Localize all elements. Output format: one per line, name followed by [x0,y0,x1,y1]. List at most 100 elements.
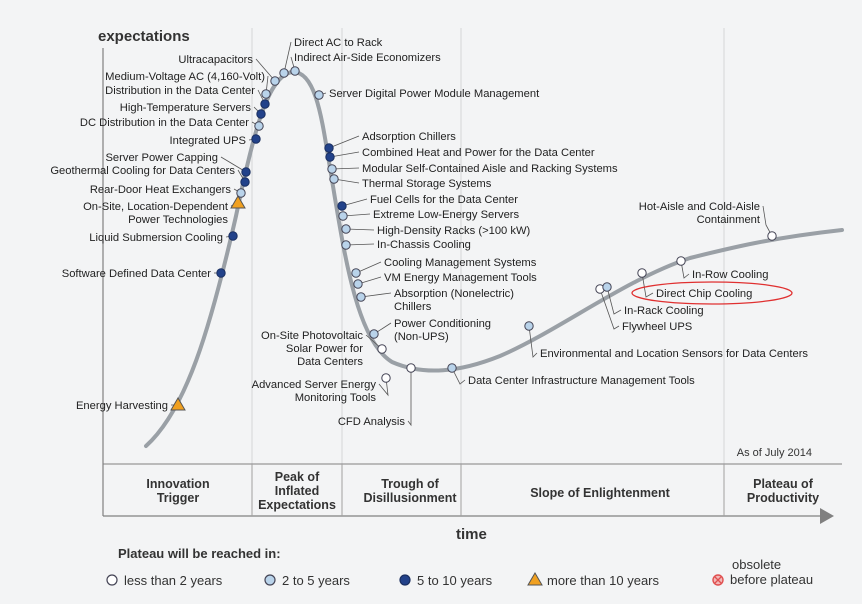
marker-cfd-analysis [406,363,416,373]
hype-curve-line [144,70,844,448]
marker-energy-harvesting [170,397,186,411]
marker-power-conditioning-non-ups [369,329,379,339]
legend: Plateau will be reached in: less than 2 y… [106,546,813,588]
marker-data-center-infrastructure-management-tools [447,363,457,373]
legend-title: Plateau will be reached in: [118,546,281,561]
label-cooling-management-systems: Cooling Management Systems [384,257,537,269]
marker-in-row-cooling [676,256,686,266]
chart-frame [102,28,842,524]
marker-medium-voltage-ac-4-160-volt [261,89,271,99]
x-axis-label: time [456,526,487,543]
leader-cfd-analysis [407,368,412,427]
label-rear-door-heat-exchangers: Rear-Door Heat Exchangers [90,184,232,196]
marker-thermal-storage-systems [329,174,339,184]
x-axis-arrowhead [820,508,834,524]
marker-high-density-racks-100-kw [341,224,351,234]
label-on-site-photovoltaic-solar-power-for-data-centers: On-Site Photovoltaic Solar Power for Data … [261,330,363,368]
marker-distribution-in-the-data-center [260,99,270,109]
label-on-site-location-dependent-power-technologies: On-Site, Location-Dependent Power Technol… [83,201,229,226]
technology-markers [170,66,777,411]
label-modular-self-contained-aisle-and-racking-systems: Modular Self-Contained Aisle and Racking… [362,163,618,175]
marker-integrated-ups [251,134,261,144]
highlight-ellipse [631,281,793,305]
y-axis-label: expectations [98,28,190,45]
leader-direct-ac-to-rack [283,41,292,74]
marker-in-rack-cooling [602,282,612,292]
label-direct-chip-cooling: Direct Chip Cooling [656,288,752,300]
label-cfd-analysis: CFD Analysis [338,416,406,428]
leader-advanced-server-energy-monitoring-tools [378,377,389,397]
legend-label-5to10: 5 to 10 years [417,573,493,588]
leader-environmental-and-location-sensors-for-data-centers [528,325,538,358]
label-energy-harvesting: Energy Harvesting [76,400,168,412]
label-medium-voltage-ac-4-160-volt: Medium-Voltage AC (4,160-Volt) [105,71,265,83]
label-environmental-and-location-sensors-for-data-centers: Environmental and Location Sensors for D… [540,348,808,360]
marker-on-site-photovoltaic-solar-power-for-data-centers [377,344,387,354]
label-absorption-nonelectric-chillers: Absorption (Nonelectric) Chillers [394,288,514,313]
marker-server-power-capping [241,167,251,177]
marker-geothermal-cooling-for-data-centers [240,177,250,187]
leader-adsorption-chillers [328,135,360,149]
label-distribution-in-the-data-center: Distribution in the Data Center [105,85,255,97]
label-fuel-cells-for-the-data-center: Fuel Cells for the Data Center [370,194,518,206]
label-extreme-low-energy-servers: Extreme Low-Energy Servers [373,209,520,221]
label-direct-ac-to-rack: Direct AC to Rack [294,37,383,49]
label-leaders [171,41,773,427]
legend-label-2to5: 2 to 5 years [282,573,350,588]
marker-software-defined-data-center [216,268,226,278]
legend-label-lt2: less than 2 years [124,573,223,588]
leader-in-row-cooling [680,260,690,279]
label-ultracapacitors: Ultracapacitors [178,54,253,66]
label-server-digital-power-module-management: Server Digital Power Module Management [329,88,540,100]
label-hot-aisle-and-cold-aisle-containment: Hot-Aisle and Cold-Aisle Containment [639,201,761,226]
marker-server-digital-power-module-management [314,90,324,100]
marker-absorption-nonelectric-chillers [356,292,366,302]
label-adsorption-chillers: Adsorption Chillers [362,131,456,143]
label-in-row-cooling: In-Row Cooling [692,269,768,281]
legend-marker-lt2 [106,574,118,586]
leader-ultracapacitors [255,58,276,82]
marker-combined-heat-and-power-for-the-data-center [325,152,335,162]
label-software-defined-data-center: Software Defined Data Center [62,268,212,280]
hype-curve [144,70,844,448]
leader-combined-heat-and-power-for-the-data-center [329,151,360,158]
marker-extreme-low-energy-servers [338,211,348,221]
label-integrated-ups: Integrated UPS [170,135,247,147]
legend-marker-gt10 [527,572,543,586]
marker-adsorption-chillers [324,143,334,153]
label-liquid-submersion-cooling: Liquid Submersion Cooling [89,232,223,244]
label-high-temperature-servers: High-Temperature Servers [120,102,252,114]
phase-label-trough-of-disillusionment: Trough of Disillusionment [363,477,457,505]
marker-cooling-management-systems [351,268,361,278]
label-geothermal-cooling-for-data-centers: Geothermal Cooling for Data Centers [50,165,235,177]
leader-absorption-nonelectric-chillers [360,292,392,298]
marker-rear-door-heat-exchangers [236,188,246,198]
marker-direct-ac-to-rack [279,68,289,78]
label-combined-heat-and-power-for-the-data-center: Combined Heat and Power for the Data Cen… [362,147,595,159]
marker-dc-distribution-in-the-data-center [254,121,264,131]
as-of-label: As of July 2014 [737,447,812,459]
label-high-density-racks-100-kw: High-Density Racks (>100 kW) [377,225,531,237]
label-dc-distribution-in-the-data-center: DC Distribution in the Data Center [80,117,249,129]
leader-flywheel-ups [599,288,620,330]
label-flywheel-ups: Flywheel UPS [622,321,692,333]
technology-labels: Energy Harvesting Software Defined Data C… [50,37,808,428]
legend-marker-5to10 [399,574,411,586]
label-data-center-infrastructure-management-tools: Data Center Infrastructure Management To… [468,375,695,387]
phase-label-plateau-of-productivity: Plateau of Productivity [747,477,819,505]
marker-modular-self-contained-aisle-and-racking-systems [327,164,337,174]
label-vm-energy-management-tools: VM Energy Management Tools [384,272,537,284]
marker-high-temperature-servers [256,109,266,119]
label-in-chassis-cooling: In-Chassis Cooling [377,239,471,251]
marker-on-site-location-dependent-power-technologies [230,195,246,209]
marker-vm-energy-management-tools [353,279,363,289]
marker-environmental-and-location-sensors-for-data-centers [524,321,534,331]
marker-direct-chip-cooling [637,268,647,278]
label-power-conditioning-non-ups: Power Conditioning (Non-UPS) [394,318,491,343]
leader-direct-chip-cooling [641,272,654,298]
marker-fuel-cells-for-the-data-center [337,201,347,211]
label-thermal-storage-systems: Thermal Storage Systems [362,178,492,190]
marker-in-chassis-cooling [341,240,351,250]
leader-in-rack-cooling [606,286,622,315]
